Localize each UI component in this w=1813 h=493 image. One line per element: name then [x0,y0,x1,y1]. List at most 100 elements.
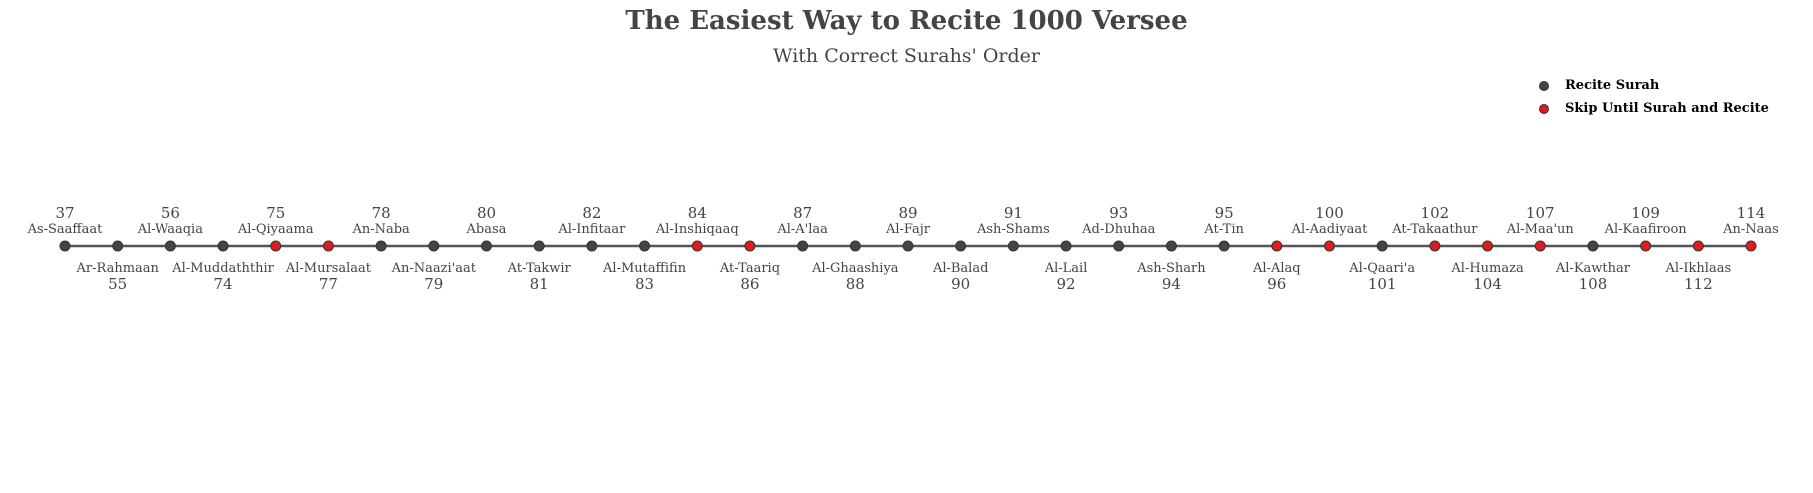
surah-name-label: Abasa [466,222,507,237]
surah-name-label: Al-Inshiqaaq [655,222,739,237]
surah-point-102 [1429,240,1441,252]
surah-point-77 [322,240,334,252]
surah-name-label: An-Naas [1722,222,1779,237]
surah-name-label: Al-Alaq [1252,261,1301,276]
surah-name-label: An-Naba [351,222,410,237]
surah-name-label: Al-Muddaththir [171,261,274,276]
surah-point-90 [955,240,967,252]
surah-point-107 [1534,240,1546,252]
surah-point-89 [902,240,914,252]
surah-number-label: 114 [1737,204,1766,222]
surah-number-label: 104 [1473,275,1502,293]
surah-point-96 [1271,240,1283,252]
surah-point-75 [270,240,282,252]
surah-number-label: 74 [214,275,233,293]
surah-name-label: Ash-Shams [976,222,1050,237]
surah-number-label: 56 [161,204,180,222]
surah-point-74 [217,240,229,252]
surah-point-80 [481,240,492,252]
surah-number-label: 102 [1421,204,1450,222]
legend-skip-marker [1539,103,1549,114]
surah-point-78 [375,240,387,252]
surah-point-55 [112,240,124,252]
surah-name-label: Al-Ghaashiya [811,261,899,276]
surah-number-label: 89 [898,204,917,222]
surah-name-label: Al-Maa'un [1506,222,1575,237]
surah-point-87 [797,240,809,252]
surah-point-94 [1165,240,1177,252]
surah-number-label: 84 [688,204,707,222]
surah-number-label: 100 [1315,204,1344,222]
surah-number-label: 88 [846,275,865,293]
surah-number-label: 79 [424,275,443,293]
surah-name-label: Al-Balad [932,261,988,276]
legend-recite-marker [1539,80,1549,91]
surah-point-82 [586,240,598,252]
surah-number-label: 37 [55,204,74,222]
surah-name-label: Al-Lail [1044,261,1088,276]
surah-number-label: 55 [108,275,127,293]
surah-point-95 [1218,240,1230,252]
surah-number-label: 112 [1684,275,1713,293]
surah-number-label: 80 [477,204,496,222]
surah-point-83 [639,240,651,252]
surah-name-label: At-Taariq [719,261,780,276]
surah-name-label: At-Takaathur [1391,222,1478,237]
legend-item-recite: Recite Surah [1530,74,1769,97]
surah-name-label: Al-Kawthar [1555,261,1631,276]
surah-name-label: Al-Fajr [885,222,931,237]
surah-number-label: 108 [1579,275,1608,293]
surah-number-label: 92 [1057,275,1076,293]
surah-point-93 [1113,240,1125,252]
surah-name-label: Al-Aadiyaat [1291,222,1368,237]
surah-number-label: 90 [951,275,970,293]
surah-point-91 [1007,240,1019,252]
legend-item-skip: Skip Until Surah and Recite [1530,97,1769,120]
surah-number-label: 75 [266,204,285,222]
chart-title: The Easiest Way to Recite 1000 Versee [625,6,1188,36]
surah-name-label: As-Saaffaat [27,222,104,237]
surah-name-label: Al-A'laa [776,222,828,237]
legend: Recite Surah Skip Until Surah and Recite [1530,74,1769,120]
surah-point-108 [1587,240,1599,252]
surah-number-label: 94 [1162,275,1181,293]
surah-name-label: Al-Waaqia [137,222,203,237]
surah-number-label: 86 [740,275,759,293]
surah-name-label: Al-Qiyaama [237,222,314,237]
surah-point-92 [1060,240,1072,252]
surah-number-label: 109 [1631,204,1660,222]
surah-name-label: At-Takwir [507,261,572,276]
surah-point-101 [1376,240,1388,252]
surah-point-100 [1324,240,1335,252]
chart-subtitle: With Correct Surahs' Order [773,45,1040,67]
surah-name-label: Al-Kaafiroon [1604,222,1688,237]
surah-point-37 [59,240,71,252]
surah-point-114 [1745,240,1757,252]
surah-number-label: 107 [1526,204,1555,222]
surah-point-109 [1640,240,1652,252]
legend-skip-label: Skip Until Surah and Recite [1565,101,1769,116]
surah-name-label: Al-Ikhlaas [1664,261,1731,276]
surah-number-label: 101 [1368,275,1397,293]
surah-name-label: Al-Humaza [1450,261,1524,276]
surah-point-88 [849,240,861,252]
surah-number-label: 81 [530,275,549,293]
surah-number-label: 83 [635,275,654,293]
surah-name-label: Al-Qaari'a [1348,261,1415,276]
surah-number-label: 96 [1267,275,1286,293]
surah-number-label: 95 [1215,204,1234,222]
surah-name-label: Ar-Rahmaan [75,261,159,276]
legend-recite-label: Recite Surah [1565,78,1660,93]
surah-point-81 [533,240,545,252]
surah-name-label: Al-Mutaffifin [602,261,687,276]
surah-point-84 [691,240,703,252]
surah-number-label: 77 [319,275,338,293]
surah-point-104 [1482,240,1494,252]
surah-name-label: An-Naazi'aat [391,261,477,276]
surah-name-label: At-Tin [1203,222,1244,237]
surah-name-label: Al-Infitaar [557,222,626,237]
surah-point-56 [164,240,176,252]
surah-name-label: Ad-Dhuhaa [1081,222,1155,237]
surah-point-79 [428,240,440,252]
